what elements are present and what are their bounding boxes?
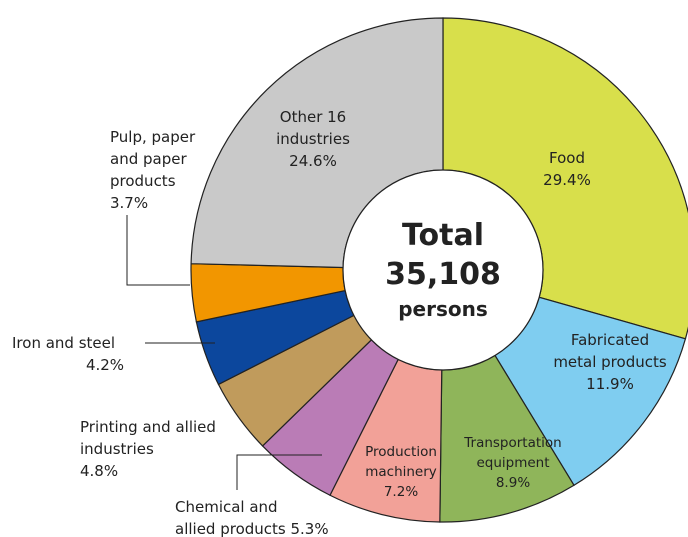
category-label-line: Other 16 (280, 108, 346, 126)
category-label-line: Printing and allied (80, 418, 216, 436)
donut-hole (342, 169, 544, 371)
leader-line (236, 454, 322, 490)
value-label: 7.2% (384, 484, 418, 500)
category-label: Iron and steel (12, 334, 115, 352)
category-label: Chemical and allied products 5.3% (175, 498, 329, 537)
category-label: Food 29.4% (543, 149, 591, 189)
category-label: Other 16 industries 24.6% (276, 108, 350, 170)
value-label: 4.2% (86, 356, 124, 374)
value-label: 11.9% (586, 375, 634, 393)
category-label: Transportation equipment 8.9% (463, 435, 561, 491)
category-label-line: products (110, 172, 176, 190)
category-label: Production machinery 7.2% (365, 444, 437, 500)
category-label-line: Iron and steel (12, 334, 115, 352)
value-label: 24.6% (289, 152, 337, 170)
category-label-line: Fabricated (571, 331, 649, 349)
center-total: 35,108 (385, 257, 501, 292)
value-label: 8.9% (496, 475, 530, 491)
category-label-line: Chemical and (175, 498, 278, 516)
category-label-line: equipment (476, 455, 549, 471)
category-label-line: Production (365, 444, 437, 460)
value-label: 5.3% (291, 520, 329, 537)
category-label-line: machinery (365, 464, 437, 480)
value-label: 29.4% (543, 171, 591, 189)
category-label-line: Transportation (463, 435, 561, 451)
category-label-line: allied products (175, 520, 291, 537)
category-label: Pulp, paper and paper products 3.7% (110, 128, 196, 212)
leader-line (126, 215, 190, 286)
value-label: 4.8% (80, 462, 118, 480)
category-label-line: Food (549, 149, 585, 167)
center-unit: persons (398, 297, 488, 321)
category-label: Printing and allied industries 4.8% (80, 418, 216, 480)
value-label: 3.7% (110, 194, 148, 212)
center-title: Total (402, 218, 484, 253)
category-label-line: industries (80, 440, 154, 458)
category-label-line: industries (276, 130, 350, 148)
category-label-line: metal products (553, 353, 667, 371)
category-label-line: and paper (110, 150, 187, 168)
category-label: Fabricated metal products 11.9% (553, 331, 667, 393)
category-label-line: Pulp, paper (110, 128, 196, 146)
